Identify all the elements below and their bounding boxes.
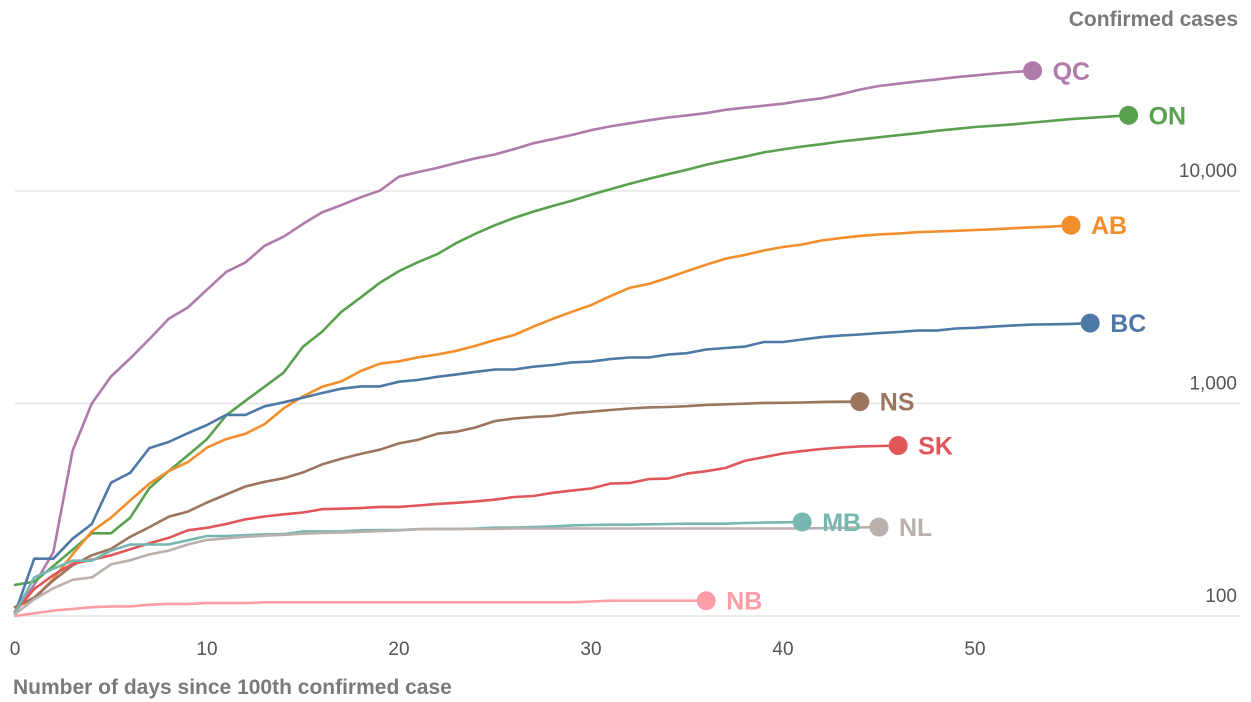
series-endpoint-bc [1080,313,1100,333]
y-tick-label: 10,000 [1179,161,1237,182]
series-label-mb: MB [822,509,861,537]
series-endpoint-mb [792,512,812,532]
x-tick-label: 20 [388,639,409,660]
series-endpoint-on [1119,105,1139,125]
series-endpoint-nl [869,517,889,537]
x-tick-label: 50 [964,639,985,660]
series-endpoint-qc [1023,61,1043,81]
series-line-on [13,114,1130,587]
series-endpoint-sk [888,436,908,456]
series-label-on: ON [1149,102,1187,130]
series-label-bc: BC [1110,310,1146,338]
axis-ticks: 100 1,000 10,000 0 10 20 30 40 50 [10,161,1237,660]
y-tick-label: 1,000 [1189,374,1237,395]
series-endpoint-ab [1061,215,1081,235]
series-line-ab [13,223,1073,609]
x-tick-label: 40 [772,639,793,660]
series-line-nl [13,525,881,616]
series-line-sk [13,444,900,613]
y-tick-label: 100 [1205,586,1237,607]
y-axis-label: Confirmed cases [1068,8,1238,31]
series-label-qc: QC [1053,58,1091,86]
series-line-ns [13,400,862,609]
series-endpoint-nb [696,591,716,611]
series-line-bc [13,321,1092,615]
x-axis-label: Number of days since 100th confirmed cas… [13,676,452,699]
series-line-qc [13,69,1034,614]
series-label-nb: NB [726,588,762,616]
x-tick-label: 10 [196,639,217,660]
series-endpoint-ns [850,392,870,412]
series-label-nl: NL [899,514,932,542]
series-line-nb [13,599,708,618]
series-label-ns: NS [880,389,915,417]
gridlines [15,190,1240,617]
x-tick-label: 0 [10,639,21,660]
series-label-sk: SK [918,433,953,461]
x-tick-label: 30 [580,639,601,660]
series-label-ab: AB [1091,212,1127,240]
series-lines [13,69,1130,618]
